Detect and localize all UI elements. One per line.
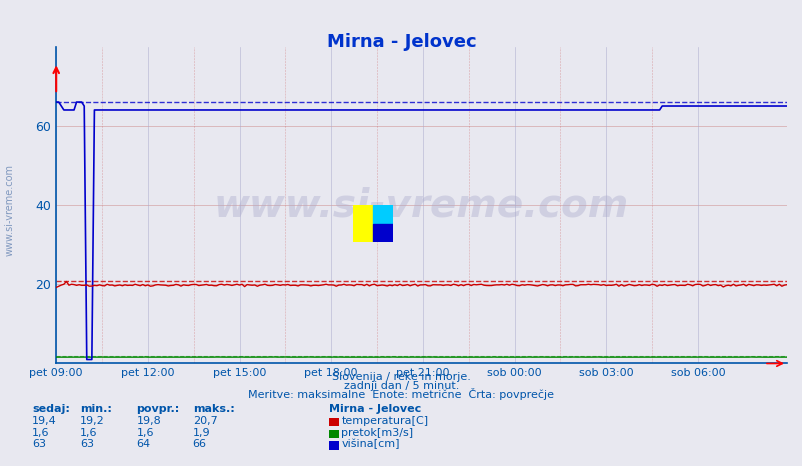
Text: Mirna - Jelovec: Mirna - Jelovec bbox=[329, 404, 421, 414]
Text: 63: 63 bbox=[32, 439, 46, 449]
Text: maks.:: maks.: bbox=[192, 404, 234, 414]
Text: sedaj:: sedaj: bbox=[32, 404, 70, 414]
Text: 1,6: 1,6 bbox=[136, 428, 154, 438]
Text: www.si-vreme.com: www.si-vreme.com bbox=[5, 164, 14, 256]
Text: povpr.:: povpr.: bbox=[136, 404, 180, 414]
Text: Mirna - Jelovec: Mirna - Jelovec bbox=[326, 33, 476, 51]
Text: 1,6: 1,6 bbox=[32, 428, 50, 438]
Bar bbox=[353, 205, 373, 242]
Text: 20,7: 20,7 bbox=[192, 416, 217, 426]
Text: Slovenija / reke in morje.: Slovenija / reke in morje. bbox=[332, 372, 470, 382]
Text: temperatura[C]: temperatura[C] bbox=[341, 416, 427, 426]
Text: 1,6: 1,6 bbox=[80, 428, 98, 438]
Text: 19,4: 19,4 bbox=[32, 416, 57, 426]
Text: 63: 63 bbox=[80, 439, 94, 449]
Text: Meritve: maksimalne  Enote: metrične  Črta: povprečje: Meritve: maksimalne Enote: metrične Črta… bbox=[248, 389, 554, 400]
Text: pretok[m3/s]: pretok[m3/s] bbox=[341, 428, 413, 438]
Text: 64: 64 bbox=[136, 439, 151, 449]
Bar bbox=[373, 224, 393, 242]
Text: višina[cm]: višina[cm] bbox=[341, 439, 399, 449]
Text: 66: 66 bbox=[192, 439, 206, 449]
Text: zadnji dan / 5 minut.: zadnji dan / 5 minut. bbox=[343, 381, 459, 391]
Text: 19,8: 19,8 bbox=[136, 416, 161, 426]
Bar bbox=[373, 205, 393, 224]
Text: 1,9: 1,9 bbox=[192, 428, 210, 438]
Text: 19,2: 19,2 bbox=[80, 416, 105, 426]
Text: min.:: min.: bbox=[80, 404, 112, 414]
Text: www.si-vreme.com: www.si-vreme.com bbox=[213, 186, 629, 224]
